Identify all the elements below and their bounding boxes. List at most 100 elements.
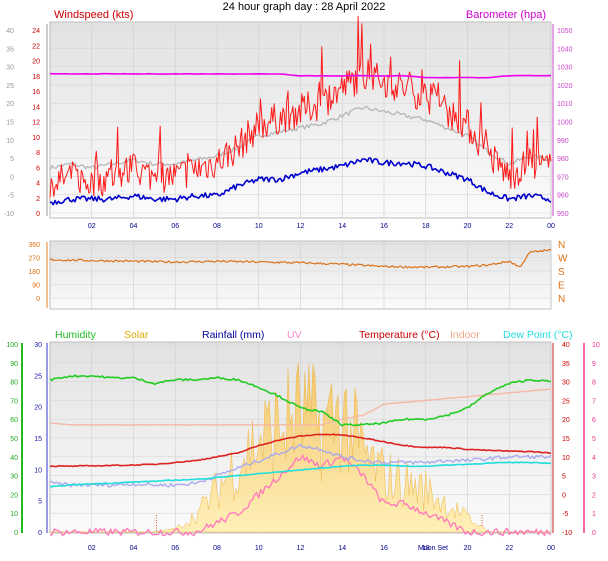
y-tick-label: 90 xyxy=(10,361,18,368)
y-tick-label: 0 xyxy=(562,492,566,499)
y-tick-label: -5 xyxy=(562,511,568,518)
x-tick-label: 04 xyxy=(130,223,138,230)
chart-title: 24 hour graph day : 28 April 2022 xyxy=(223,1,386,13)
x-tick-label: 22 xyxy=(505,545,513,552)
y-tick-label: -10 xyxy=(562,530,572,537)
y-tick-label: 30 xyxy=(10,474,18,481)
y-tick-label: 15 xyxy=(6,120,14,127)
y-tick-label: 2 xyxy=(36,196,40,203)
y-tick-label: 40 xyxy=(10,455,18,462)
y-tick-label: 10 xyxy=(6,138,14,145)
y-tick-label: 22 xyxy=(32,43,40,50)
y-tick-label: 24 xyxy=(32,28,40,35)
y-tick-label: 180 xyxy=(28,269,40,276)
series-windspeed xyxy=(49,157,552,206)
y-tick-label: 0 xyxy=(38,530,42,537)
x-tick-label: 08 xyxy=(213,545,221,552)
y-tick-label: 0 xyxy=(10,174,14,181)
legend-item: Indoor xyxy=(450,329,480,341)
legend-barometer: Barometer (hpa) xyxy=(466,9,546,21)
y-tick-label: 80 xyxy=(10,380,18,387)
series-gust xyxy=(49,15,552,198)
legend-item: Solar xyxy=(124,329,149,341)
y-tick-label: -10 xyxy=(4,211,14,218)
y-tick-label: 0 xyxy=(36,296,40,303)
y-tick-label: 20 xyxy=(562,417,570,424)
y-tick-label: 1010 xyxy=(557,101,573,108)
series-solar xyxy=(50,362,551,533)
y-tick-label: 980 xyxy=(557,156,569,163)
y-tick-label: 40 xyxy=(562,342,570,349)
y-tick-label: 4 xyxy=(592,455,596,462)
y-tick-label: 0 xyxy=(592,530,596,537)
y-tick-label: 1020 xyxy=(557,83,573,90)
y-tick-label: 3 xyxy=(592,474,596,481)
y-tick-label: 35 xyxy=(562,361,570,368)
x-tick-label: 16 xyxy=(380,545,388,552)
x-tick-label: 10 xyxy=(255,545,263,552)
x-tick-label: 00 xyxy=(547,545,555,552)
x-tick-label: 08 xyxy=(213,223,221,230)
series-indoor xyxy=(49,388,552,426)
y-tick-label: 15 xyxy=(562,436,570,443)
y-tick-label: 8 xyxy=(592,380,596,387)
y-tick-label: 12 xyxy=(32,120,40,127)
series-wind-direction xyxy=(49,248,552,269)
y-tick-label: 25 xyxy=(34,373,42,380)
compass-label: S xyxy=(558,267,565,278)
y-tick-label: 10 xyxy=(592,342,600,349)
y-tick-label: 360 xyxy=(28,242,40,249)
y-tick-label: 270 xyxy=(28,256,40,263)
legend-item: Temperature (°C) xyxy=(359,329,440,341)
y-tick-label: 20 xyxy=(32,59,40,66)
y-tick-label: 1050 xyxy=(557,28,573,35)
y-tick-label: 10 xyxy=(34,467,42,474)
y-tick-label: 960 xyxy=(557,193,569,200)
y-tick-label: 25 xyxy=(562,398,570,405)
x-tick-label: 16 xyxy=(380,223,388,230)
y-tick-label: 1000 xyxy=(557,120,573,127)
y-tick-label: 1030 xyxy=(557,65,573,72)
x-tick-label: 18 xyxy=(422,545,430,552)
x-tick-label: 04 xyxy=(130,545,138,552)
series-temperature xyxy=(49,433,552,468)
y-tick-label: 10 xyxy=(10,511,18,518)
legend-windspeed: Windspeed (kts) xyxy=(54,9,133,21)
series-gust-trend xyxy=(49,106,552,171)
y-tick-label: 5 xyxy=(10,156,14,163)
y-tick-label: 8 xyxy=(36,150,40,157)
y-tick-label: 25 xyxy=(6,83,14,90)
x-tick-label: 18 xyxy=(422,223,430,230)
y-tick-label: 30 xyxy=(34,342,42,349)
x-tick-label: 20 xyxy=(464,223,472,230)
y-tick-label: 5 xyxy=(38,499,42,506)
y-tick-label: 7 xyxy=(592,398,596,405)
y-tick-label: 20 xyxy=(6,101,14,108)
y-tick-label: 15 xyxy=(34,436,42,443)
y-tick-label: 6 xyxy=(36,165,40,172)
series-uv xyxy=(49,454,552,537)
x-tick-label: 00 xyxy=(547,223,555,230)
legend-item: Rainfall (mm) xyxy=(202,329,264,341)
series-dew-point xyxy=(49,461,552,488)
y-tick-label: 4 xyxy=(36,181,40,188)
y-tick-label: 5 xyxy=(562,474,566,481)
y-tick-label: 950 xyxy=(557,211,569,218)
x-tick-label: 14 xyxy=(338,223,346,230)
y-tick-label: 40 xyxy=(6,28,14,35)
y-tick-label: 20 xyxy=(10,492,18,499)
legend-item: UV xyxy=(287,329,302,341)
y-tick-label: 20 xyxy=(34,405,42,412)
y-tick-label: 5 xyxy=(592,436,596,443)
y-tick-label: 0 xyxy=(36,211,40,218)
y-tick-label: 0 xyxy=(14,530,18,537)
legend-item: Dew Point (°C) xyxy=(503,329,573,341)
y-tick-label: 990 xyxy=(557,138,569,145)
y-tick-label: 70 xyxy=(10,398,18,405)
moon-set-label: Moon Set xyxy=(418,545,448,552)
x-tick-label: 12 xyxy=(297,223,305,230)
y-tick-label: 6 xyxy=(592,417,596,424)
compass-label: N xyxy=(558,294,565,305)
